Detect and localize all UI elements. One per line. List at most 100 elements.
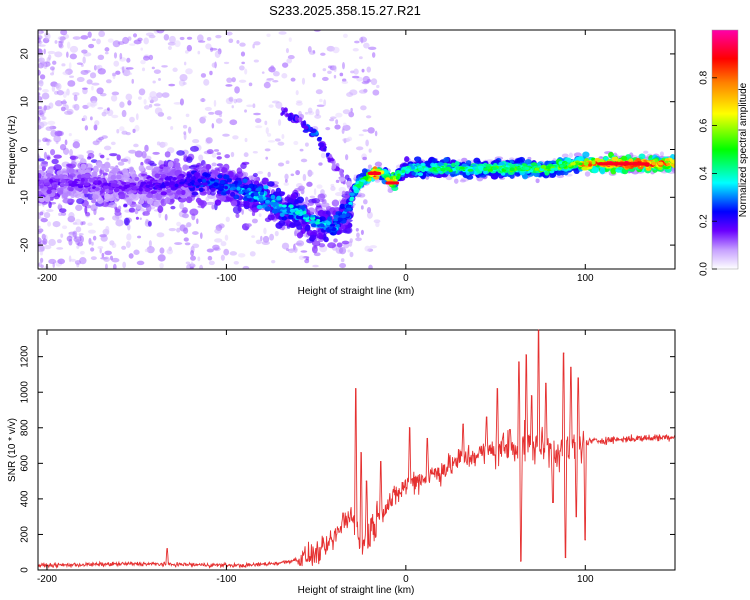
spectrogram-blob (153, 69, 161, 74)
spectrogram-blob (255, 239, 262, 245)
spectrogram-blob (179, 224, 186, 232)
spectrogram-blob (58, 208, 67, 213)
spectrogram-blob (218, 185, 224, 190)
spectrogram-blob (156, 141, 161, 146)
spectrogram-blob (363, 199, 368, 205)
spectrogram-blob (184, 242, 191, 246)
spectrogram-blob (40, 121, 48, 127)
spectrogram-blob (286, 207, 291, 211)
spectrogram-blob (329, 118, 335, 122)
spectrogram-blob (99, 169, 105, 174)
spectrogram-blob (251, 218, 258, 224)
spectrogram-blob (263, 185, 269, 190)
spectrogram-blob (582, 151, 590, 158)
spectrogram-blob (220, 241, 227, 247)
spectrogram-blob (80, 35, 89, 40)
spectrogram-blob (183, 213, 189, 219)
spectrogram-blob (103, 184, 109, 190)
spectrogram-blob (232, 135, 239, 140)
spectrogram-blob (57, 190, 64, 195)
spectrogram-blob (159, 262, 164, 269)
spectrogram-blob (38, 231, 42, 234)
spectrogram-blob (90, 204, 98, 212)
spectrogram-blob (302, 210, 307, 215)
spectrogram-blob (365, 115, 372, 119)
spectrogram-blob (55, 83, 60, 89)
spectrogram-blob (102, 172, 108, 176)
spectrogram-blob (643, 150, 649, 154)
spectrogram-blob (76, 76, 85, 82)
spectrogram-blob (346, 136, 353, 142)
spectrogram-blob (47, 120, 56, 126)
spectrogram-blob (299, 205, 306, 210)
spectrogram-blob (203, 78, 210, 86)
spectrogram-blob (113, 60, 120, 67)
spectrogram-blob (473, 157, 481, 164)
spectrogram-blob (115, 219, 124, 227)
spectrogram-blob (89, 116, 93, 121)
spectrogram-blob (79, 235, 85, 243)
spectrogram-blob (338, 177, 346, 182)
spectrogram-blob (112, 215, 120, 221)
spectrogram-blob (367, 164, 372, 170)
spectrogram-blob (148, 54, 154, 61)
spectrogram-blob (233, 260, 239, 265)
spectrogram-blob (544, 170, 550, 176)
spectrogram-blob (140, 59, 146, 65)
spectrogram-blob (285, 248, 290, 252)
spectrogram-blob (271, 100, 280, 104)
spectrogram-blob (84, 182, 90, 187)
spectrogram-blob (293, 140, 299, 146)
spectrogram-blob (252, 172, 258, 178)
spectrogram-blob (115, 70, 121, 75)
spectrogram-blob (561, 153, 569, 158)
spectrogram-blob (44, 182, 51, 186)
spectrogram-blob (154, 107, 163, 115)
spectrogram-blob (338, 218, 343, 222)
spectrogram-blob (335, 191, 343, 197)
spectrogram-blob (179, 181, 185, 185)
spectrogram-blob (323, 99, 327, 107)
spectrogram-blob (164, 181, 170, 187)
spectrogram-blob (259, 197, 264, 202)
spectrogram-blob (111, 242, 117, 249)
spectrogram-blob (92, 100, 98, 107)
spectrogram-blob (197, 40, 206, 43)
spectrogram-blob (172, 176, 177, 181)
spectrogram-blob (244, 68, 248, 75)
spectrogram-blob (341, 80, 349, 85)
spectrogram-blob (186, 156, 193, 163)
spectrogram-blob (244, 137, 248, 143)
spectrogram-blob (196, 218, 199, 225)
spectrogram-blob (353, 68, 359, 75)
spectrogram-blob (252, 103, 256, 109)
spectrogram-blob (185, 261, 191, 265)
spectrogram-blob (302, 173, 307, 182)
spectrogram-blob (225, 31, 233, 36)
spectrogram-blob (69, 45, 79, 53)
spectrogram-blob (38, 57, 45, 64)
spectrogram-blob (182, 124, 188, 129)
spectrogram-blob (283, 107, 288, 113)
spectrogram-blob (38, 143, 41, 146)
spectrogram-blob (39, 108, 46, 115)
spectrogram-blob (355, 227, 359, 232)
spectrogram-blob (524, 166, 530, 170)
spectrogram-blob (351, 75, 360, 79)
spectrogram-blob (179, 73, 188, 82)
spectrogram-blob (294, 115, 299, 121)
spectrogram-blob (46, 168, 54, 175)
spectrogram-blob (143, 98, 147, 105)
spectrogram-blob (431, 158, 438, 164)
spectrogram-blob (111, 91, 120, 96)
spectrogram-blob (211, 204, 215, 210)
spectrogram-blob (355, 237, 362, 242)
spectrogram-blob (411, 165, 416, 170)
spectrogram-blob (263, 81, 271, 89)
spectrogram-blob (225, 216, 230, 223)
spectrogram-blob (278, 31, 287, 35)
spectrogram-blob (311, 245, 318, 254)
spectrogram-blob (228, 38, 234, 44)
spectrogram-blob (286, 58, 293, 64)
spectrogram-blob (49, 125, 53, 132)
